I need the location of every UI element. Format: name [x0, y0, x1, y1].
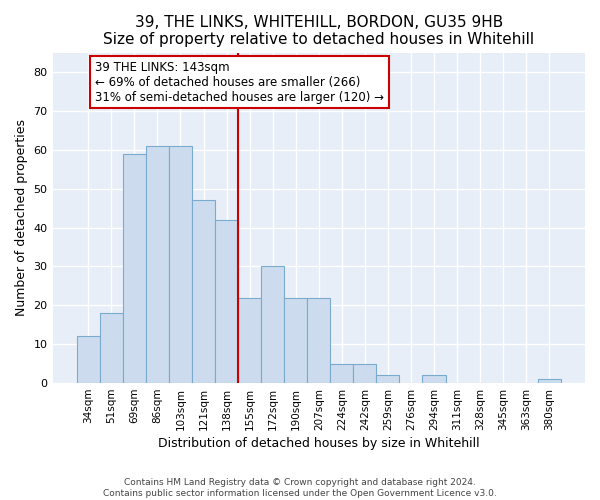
- Text: 39 THE LINKS: 143sqm
← 69% of detached houses are smaller (266)
31% of semi-deta: 39 THE LINKS: 143sqm ← 69% of detached h…: [95, 60, 384, 104]
- Y-axis label: Number of detached properties: Number of detached properties: [15, 120, 28, 316]
- Bar: [538, 379, 561, 383]
- Bar: [100, 313, 123, 383]
- Bar: [123, 154, 146, 383]
- Bar: [353, 364, 376, 383]
- Bar: [376, 376, 400, 383]
- X-axis label: Distribution of detached houses by size in Whitehill: Distribution of detached houses by size …: [158, 437, 479, 450]
- Bar: [284, 298, 307, 383]
- Bar: [307, 298, 330, 383]
- Bar: [192, 200, 215, 383]
- Bar: [422, 376, 446, 383]
- Bar: [77, 336, 100, 383]
- Bar: [146, 146, 169, 383]
- Bar: [238, 298, 261, 383]
- Bar: [330, 364, 353, 383]
- Text: Contains HM Land Registry data © Crown copyright and database right 2024.
Contai: Contains HM Land Registry data © Crown c…: [103, 478, 497, 498]
- Bar: [169, 146, 192, 383]
- Bar: [215, 220, 238, 383]
- Title: 39, THE LINKS, WHITEHILL, BORDON, GU35 9HB
Size of property relative to detached: 39, THE LINKS, WHITEHILL, BORDON, GU35 9…: [103, 15, 535, 48]
- Bar: [261, 266, 284, 383]
